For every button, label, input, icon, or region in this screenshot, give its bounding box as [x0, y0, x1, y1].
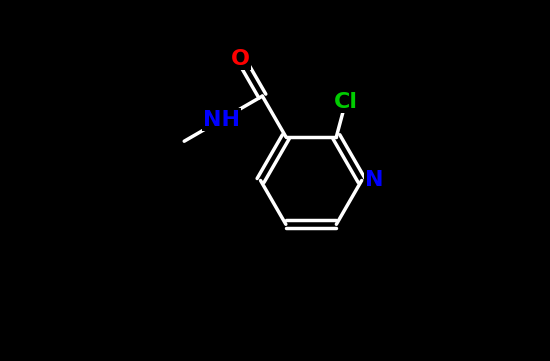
Text: NH: NH — [203, 109, 240, 130]
Text: O: O — [231, 49, 250, 69]
Text: N: N — [365, 170, 384, 191]
Text: Cl: Cl — [334, 92, 358, 112]
